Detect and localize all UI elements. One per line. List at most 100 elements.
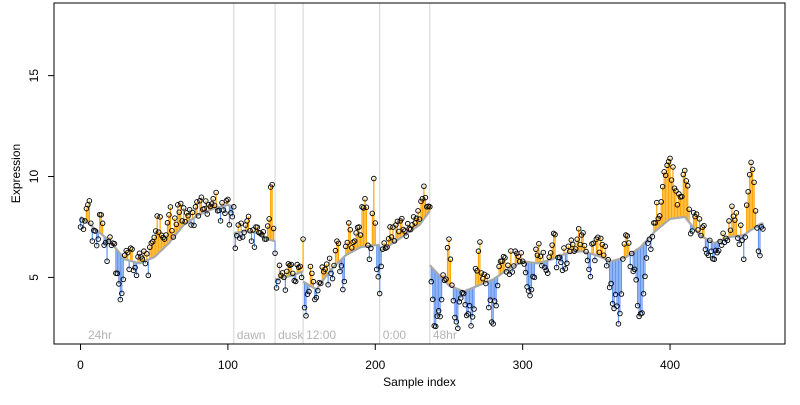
data-point [432, 323, 439, 330]
data-point [331, 262, 337, 269]
data-point [238, 220, 244, 226]
data-point [275, 278, 281, 285]
data-point [80, 226, 87, 232]
data-point [297, 263, 303, 270]
y-tick-label: 15 [27, 69, 41, 83]
data-point [127, 245, 134, 251]
data-point [636, 313, 642, 320]
data-point [484, 273, 491, 279]
data-point [348, 245, 355, 251]
data-point [388, 234, 395, 240]
data-point [114, 270, 121, 277]
data-point [350, 239, 356, 246]
data-point [665, 159, 672, 165]
data-point [620, 256, 626, 262]
data-point [673, 188, 679, 194]
data-point [351, 238, 358, 244]
data-point [701, 222, 707, 229]
points-layer [77, 155, 766, 332]
data-point [434, 313, 440, 319]
data-point [628, 250, 635, 257]
data-point [418, 198, 424, 205]
residuals-layer [79, 158, 764, 329]
data-point [486, 304, 492, 311]
data-point [608, 280, 614, 287]
data-point [259, 231, 265, 238]
data-point [581, 242, 588, 249]
data-point [679, 193, 685, 200]
data-point [696, 216, 703, 222]
data-point [739, 237, 746, 243]
data-point [152, 228, 159, 234]
data-point [192, 204, 199, 210]
data-point [92, 228, 99, 234]
data-point [102, 239, 109, 246]
data-point [177, 200, 184, 207]
data-point [511, 263, 517, 269]
data-point [332, 247, 339, 254]
data-point [132, 264, 138, 271]
data-point [117, 296, 124, 303]
data-point [742, 234, 748, 240]
data-point [455, 325, 461, 332]
data-point [693, 211, 700, 217]
data-point [505, 262, 511, 269]
data-point [687, 230, 694, 237]
data-point [718, 242, 725, 248]
y-tick-label: 10 [27, 170, 41, 184]
data-point [288, 261, 295, 268]
data-point [599, 241, 606, 248]
data-point [743, 202, 750, 208]
data-point [204, 211, 211, 217]
data-point [290, 270, 296, 277]
data-point [254, 224, 261, 230]
data-point [422, 194, 429, 201]
data-point [490, 321, 496, 327]
data-point [183, 210, 190, 216]
data-point [562, 265, 569, 272]
data-point [400, 226, 407, 233]
data-point [374, 266, 380, 273]
data-point [533, 246, 539, 253]
data-point [226, 222, 233, 228]
annotation-label: dusk [278, 328, 304, 342]
data-point [463, 312, 470, 319]
data-point [264, 223, 271, 229]
data-point [272, 250, 278, 256]
data-point [483, 280, 489, 287]
data-point [525, 288, 532, 294]
data-point [570, 241, 576, 248]
data-point [443, 276, 449, 282]
data-point [499, 258, 505, 265]
data-point [421, 183, 427, 190]
data-point [270, 225, 277, 232]
data-point [182, 218, 188, 225]
data-point [633, 277, 639, 283]
data-point [176, 209, 183, 215]
data-point [427, 204, 433, 210]
data-point [189, 209, 196, 216]
data-point [626, 240, 632, 246]
data-point [661, 169, 667, 175]
annotation-label: dawn [237, 328, 266, 342]
x-tick-label: 0 [77, 358, 84, 372]
data-point [587, 273, 594, 280]
data-point [104, 258, 110, 265]
data-point [469, 314, 476, 320]
data-point [366, 256, 373, 263]
data-point [410, 214, 417, 220]
data-point [751, 179, 757, 186]
data-point [235, 222, 241, 228]
data-point [547, 250, 554, 256]
data-point [188, 222, 194, 228]
data-point [519, 258, 526, 265]
data-point [494, 282, 501, 289]
data-point [596, 249, 603, 256]
data-point [116, 281, 122, 287]
data-point [428, 278, 435, 285]
data-point [169, 227, 175, 234]
data-point [539, 262, 545, 269]
data-point [447, 256, 454, 262]
data-point [415, 208, 421, 214]
data-point [260, 229, 267, 235]
